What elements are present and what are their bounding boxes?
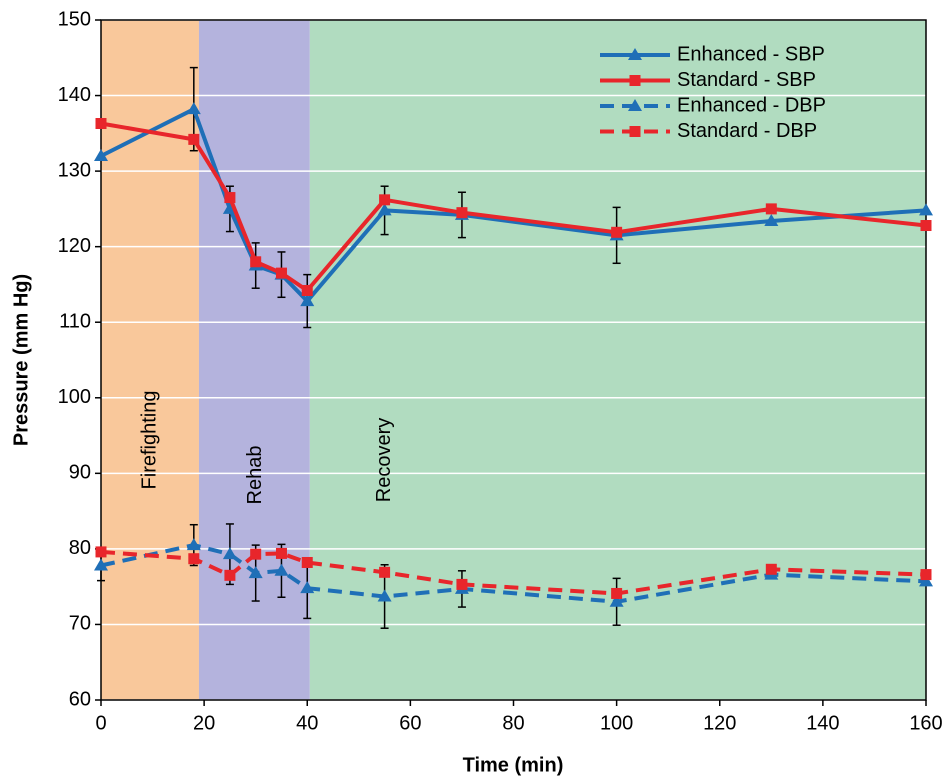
marker [95,118,107,130]
x-tick-label: 80 [502,712,524,734]
x-axis-title: Time (min) [463,754,564,776]
marker [920,569,932,581]
marker [94,149,108,161]
phase-band [101,20,199,700]
x-tick-label: 0 [95,712,106,734]
legend-marker [629,126,641,137]
x-tick-label: 20 [193,712,215,734]
y-tick-label: 100 [58,386,91,408]
y-tick-label: 130 [58,159,91,181]
y-tick-label: 90 [69,462,91,484]
phase-label: Rehab [244,446,266,505]
marker [248,566,263,579]
y-tick-label: 60 [69,688,91,710]
y-tick-label: 150 [58,8,91,30]
marker [377,589,392,602]
marker [274,563,289,576]
y-tick-label: 70 [69,613,91,635]
y-axis-title: Pressure (mm Hg) [10,274,32,446]
marker [94,558,108,571]
marker [919,574,933,587]
marker [275,267,287,279]
marker [301,556,313,568]
legend-label: Enhanced - DBP [677,94,826,116]
marker [250,256,262,268]
marker [920,220,932,232]
marker [611,226,623,238]
legend-marker [628,99,642,111]
marker [611,587,623,599]
legend-label: Enhanced - SBP [677,43,825,65]
phase-label: Recovery [373,418,395,502]
marker [222,547,237,560]
marker [379,566,391,578]
x-tick-label: 140 [806,712,839,734]
y-tick-label: 120 [58,235,91,257]
marker [919,203,933,216]
legend-label: Standard - DBP [677,120,817,142]
series-line [100,549,927,596]
legend-marker [629,75,641,86]
marker [609,594,624,607]
marker [765,203,777,215]
phase-band [309,20,926,700]
marker [764,213,779,226]
marker [188,553,200,565]
x-tick-label: 100 [600,712,633,734]
marker [95,546,107,558]
x-tick-label: 60 [399,712,421,734]
phase-label: Firefighting [138,391,160,490]
phase-band [198,20,310,700]
x-tick-label: 40 [296,712,318,734]
marker [186,102,201,115]
marker [765,563,777,575]
marker [300,581,315,594]
marker [224,192,236,204]
marker [300,294,315,307]
marker [186,538,201,551]
marker [250,548,262,560]
marker [301,284,313,296]
marker [275,547,287,559]
y-tick-label: 80 [69,537,91,559]
legend-marker [628,48,642,60]
marker [377,203,392,216]
marker [224,569,236,581]
marker [379,194,391,206]
y-tick-label: 110 [59,311,91,333]
plot-frame [100,19,927,701]
x-tick-label: 160 [909,712,942,734]
marker [188,133,200,145]
y-tick-label: 140 [58,84,91,106]
legend-label: Standard - SBP [677,69,816,91]
marker [456,578,468,590]
marker [456,207,468,219]
x-tick-label: 120 [703,712,736,734]
